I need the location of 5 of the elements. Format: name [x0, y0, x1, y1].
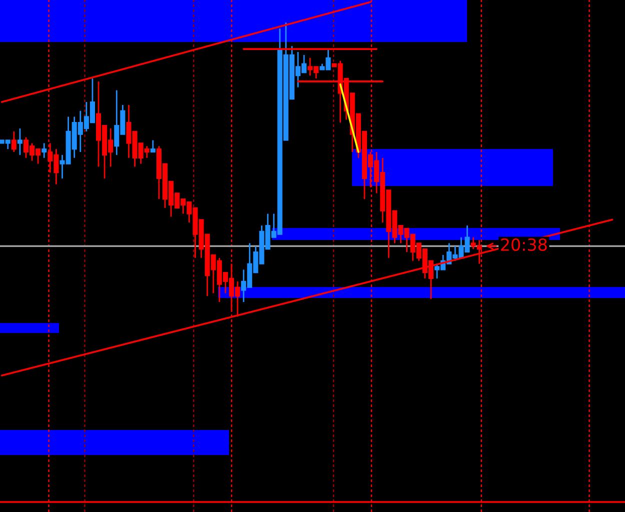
candlestick [17, 128, 22, 156]
annotation: 20:38 [501, 238, 547, 251]
candlestick [42, 142, 47, 159]
candlestick [11, 130, 16, 153]
candlestick [150, 140, 156, 153]
